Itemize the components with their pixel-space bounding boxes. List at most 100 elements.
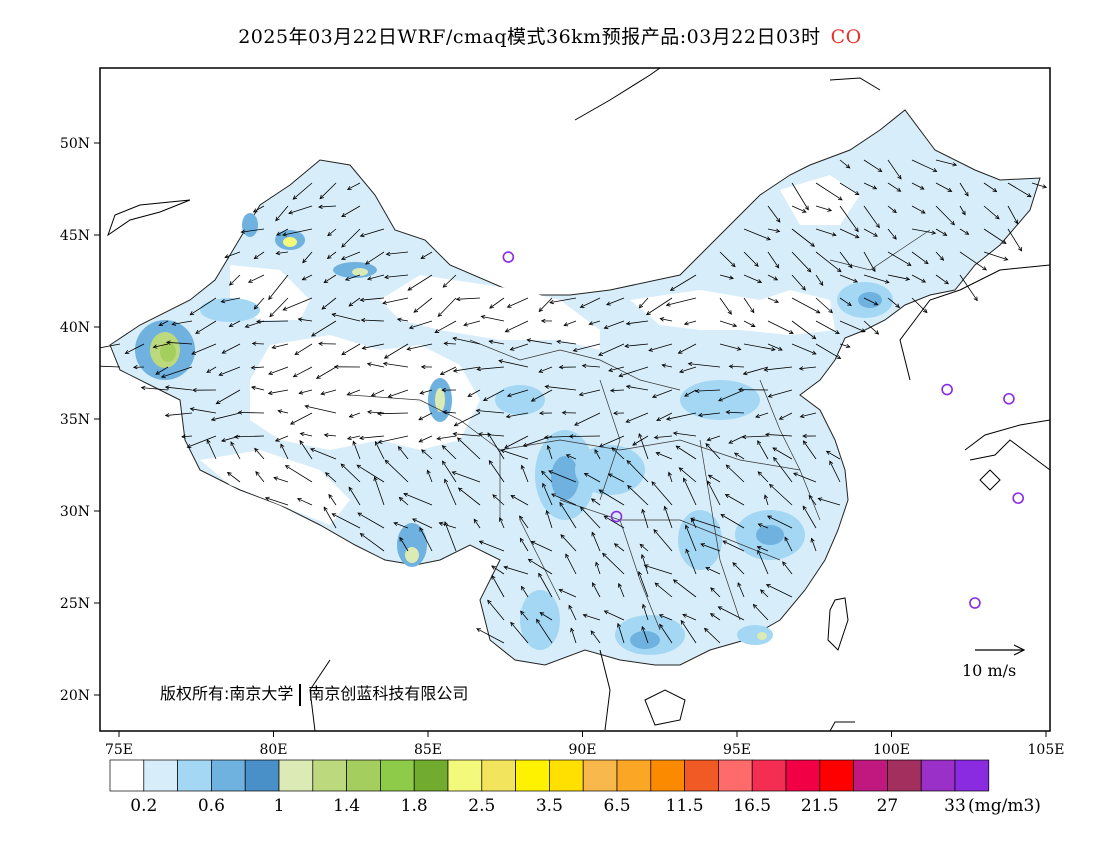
- wind-arrow: [911, 251, 929, 264]
- wind-arrow: [690, 518, 721, 529]
- wind-arrowhead: [757, 440, 762, 445]
- copyright-notice: 版权所有:南京大学 南京创蓝科技有限公司: [160, 680, 468, 706]
- y-tick-label: 25N: [60, 596, 90, 612]
- wind-arrowhead: [690, 517, 695, 522]
- wind-arrow: [618, 583, 625, 598]
- wind-arrow: [538, 366, 553, 373]
- wind-arrowhead: [558, 588, 564, 593]
- wind-arrow: [802, 505, 817, 529]
- wind-arrowhead: [767, 393, 773, 398]
- wind-arrow: [412, 518, 433, 529]
- wind-arrowhead: [793, 472, 798, 477]
- wind-arrowhead: [778, 415, 784, 420]
- wind-arrow: [268, 366, 289, 375]
- wind-arrow: [726, 411, 745, 414]
- wind-arrow: [592, 582, 601, 598]
- wind-arrow: [598, 489, 625, 506]
- wind-arrowhead: [536, 618, 541, 624]
- wind-arrow: [791, 297, 820, 314]
- concentration-patch: [520, 590, 560, 650]
- wind-arrowhead: [292, 373, 298, 378]
- wind-arrow: [652, 389, 673, 398]
- wind-arrow: [542, 483, 553, 506]
- wind-arrow: [627, 485, 649, 506]
- wind-arrowhead: [609, 388, 615, 393]
- wind-arrowhead: [810, 537, 815, 543]
- wind-arrowhead: [444, 478, 449, 484]
- wind-arrow: [241, 228, 265, 233]
- wind-arrowhead: [871, 267, 876, 273]
- wind-arrowhead: [244, 323, 250, 329]
- wind-arrowhead: [228, 323, 234, 327]
- wind-arrow: [682, 614, 697, 621]
- wind-arrowhead: [654, 582, 660, 587]
- colorbar-swatch: [515, 759, 550, 792]
- concentration-patch: [397, 523, 427, 567]
- wind-arrow: [563, 320, 577, 326]
- wind-arrowhead: [165, 340, 171, 345]
- wind-arrow: [166, 341, 193, 345]
- wind-arrow: [141, 387, 169, 391]
- wind-arrowhead: [538, 368, 544, 373]
- wind-arrow: [347, 435, 361, 440]
- wind-arrow: [384, 343, 409, 359]
- y-tick-label: 20N: [60, 688, 90, 704]
- wind-arrow: [887, 297, 900, 308]
- wind-arrowhead: [683, 321, 689, 326]
- wind-arrow: [611, 447, 625, 460]
- wind-arrow: [377, 412, 409, 415]
- x-tick-label: 100E: [873, 742, 910, 758]
- wind-arrow: [639, 544, 649, 552]
- colorbar-label: 27: [876, 796, 899, 816]
- wind-arrow: [551, 493, 577, 506]
- wind-arrow: [348, 297, 361, 307]
- wind-arrow: [384, 459, 409, 483]
- wind-arrowhead: [229, 281, 234, 286]
- wind-arrowhead: [613, 410, 618, 416]
- concentration-patch: [858, 292, 882, 308]
- wind-arrow: [399, 537, 409, 552]
- wind-arrowhead: [831, 232, 837, 237]
- wind-arrowhead: [540, 318, 546, 324]
- wind-arrowhead: [509, 346, 515, 351]
- wind-arrowhead: [522, 442, 528, 447]
- wind-arrowhead: [742, 371, 748, 376]
- wind-arrowhead: [297, 317, 303, 322]
- wind-arrow: [444, 479, 457, 506]
- wind-arrow: [784, 537, 793, 552]
- wind-arrow: [521, 586, 529, 598]
- wind-arrow: [743, 297, 755, 313]
- colorbar-swatch: [616, 759, 652, 792]
- wind-arrow: [254, 448, 265, 460]
- wind-arrowhead: [282, 232, 287, 237]
- wind-arrow: [580, 297, 601, 308]
- wind-arrow: [340, 463, 361, 483]
- wind-arrowhead: [892, 208, 897, 214]
- wind-arrowhead: [331, 513, 337, 518]
- wind-arrow: [935, 159, 957, 166]
- wind-arrow: [158, 320, 169, 326]
- wind-arrowhead: [568, 434, 574, 439]
- wind-arrowhead: [340, 256, 346, 261]
- wind-arrowhead: [616, 622, 622, 628]
- wind-arrow: [757, 550, 769, 575]
- wind-arrow: [549, 297, 577, 304]
- wind-arrow: [195, 320, 217, 334]
- wind-arrow: [673, 579, 697, 598]
- wind-arrowhead: [341, 351, 346, 356]
- wind-arrowhead: [836, 354, 842, 359]
- wind-arrowhead: [776, 217, 781, 223]
- wind-arrowhead: [627, 485, 632, 490]
- wind-arrow: [531, 541, 553, 552]
- wind-arrowhead: [565, 553, 570, 559]
- wind-arrowhead: [860, 328, 866, 333]
- wind-arrow: [584, 473, 601, 483]
- wind-arrowhead: [361, 345, 367, 350]
- wind-arrow: [310, 448, 337, 460]
- wind-arrow: [290, 412, 313, 425]
- wind-arrow: [489, 340, 505, 345]
- wind-arrow: [660, 318, 673, 322]
- station-marker: [941, 383, 953, 396]
- wind-arrowhead: [638, 433, 643, 438]
- wind-arrowhead: [331, 312, 337, 318]
